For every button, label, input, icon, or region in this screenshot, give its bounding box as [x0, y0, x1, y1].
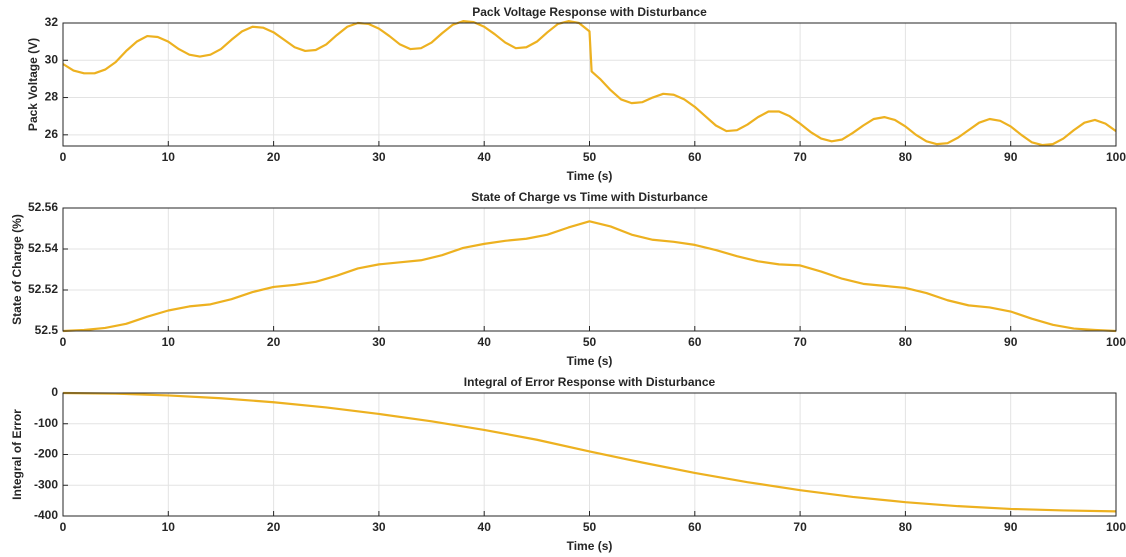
- x-tick-label: 40: [478, 335, 492, 349]
- chart-title: Pack Voltage Response with Disturbance: [472, 5, 707, 19]
- x-axis-label: Time (s): [567, 354, 613, 368]
- x-tick-label: 90: [1004, 520, 1018, 534]
- x-tick-label: 90: [1004, 150, 1018, 164]
- x-tick-label: 80: [899, 335, 913, 349]
- y-axis-label: State of Charge (%): [10, 214, 24, 325]
- x-tick-label: 10: [162, 335, 176, 349]
- y-tick-label: 26: [45, 127, 59, 141]
- y-tick-label: 52.54: [28, 241, 58, 255]
- x-tick-label: 0: [60, 150, 67, 164]
- axes-box: [62, 207, 1117, 332]
- x-axis-label: Time (s): [567, 539, 613, 553]
- x-tick-label: 10: [162, 150, 176, 164]
- x-tick-label: 40: [478, 150, 492, 164]
- x-tick-label: 40: [478, 520, 492, 534]
- y-tick-label: 0: [51, 385, 58, 399]
- x-tick-label: 60: [688, 335, 702, 349]
- axes-box: [62, 22, 1117, 147]
- x-tick-label: 50: [583, 335, 597, 349]
- x-tick-label: 10: [162, 520, 176, 534]
- x-tick-label: 0: [60, 335, 67, 349]
- x-axis-label: Time (s): [567, 169, 613, 183]
- x-tick-label: 70: [793, 520, 807, 534]
- y-tick-label: 52.56: [28, 200, 58, 214]
- data-line: [62, 20, 1117, 147]
- x-tick-label: 0: [60, 520, 67, 534]
- y-tick-label: 28: [45, 90, 59, 104]
- chart-title: Integral of Error Response with Disturba…: [464, 375, 716, 389]
- x-tick-label: 100: [1106, 150, 1126, 164]
- x-tick-label: 20: [267, 335, 281, 349]
- y-tick-label: -200: [34, 447, 58, 461]
- x-tick-label: 60: [688, 520, 702, 534]
- x-tick-label: 100: [1106, 335, 1126, 349]
- x-tick-label: 50: [583, 520, 597, 534]
- axes-box: [62, 392, 1117, 517]
- x-tick-label: 70: [793, 150, 807, 164]
- y-tick-label: -100: [34, 416, 58, 430]
- x-tick-label: 30: [372, 150, 386, 164]
- x-tick-label: 70: [793, 335, 807, 349]
- y-axis-label: Pack Voltage (V): [26, 38, 40, 131]
- data-line: [62, 391, 1117, 513]
- x-tick-label: 20: [267, 520, 281, 534]
- x-tick-label: 60: [688, 150, 702, 164]
- y-tick-label: 52.5: [35, 323, 59, 337]
- y-axis-label: Integral of Error: [10, 409, 24, 500]
- x-tick-label: 30: [372, 335, 386, 349]
- x-tick-label: 80: [899, 150, 913, 164]
- y-tick-label: 32: [45, 15, 59, 29]
- x-tick-label: 80: [899, 520, 913, 534]
- y-tick-label: -400: [34, 508, 58, 522]
- x-tick-label: 100: [1106, 520, 1126, 534]
- x-tick-label: 20: [267, 150, 281, 164]
- y-tick-label: -300: [34, 477, 58, 491]
- data-line: [62, 220, 1117, 333]
- x-tick-label: 50: [583, 150, 597, 164]
- y-tick-label: 52.52: [28, 282, 58, 296]
- y-tick-label: 30: [45, 52, 59, 66]
- chart-title: State of Charge vs Time with Disturbance: [471, 190, 708, 204]
- x-tick-label: 30: [372, 520, 386, 534]
- x-tick-label: 90: [1004, 335, 1018, 349]
